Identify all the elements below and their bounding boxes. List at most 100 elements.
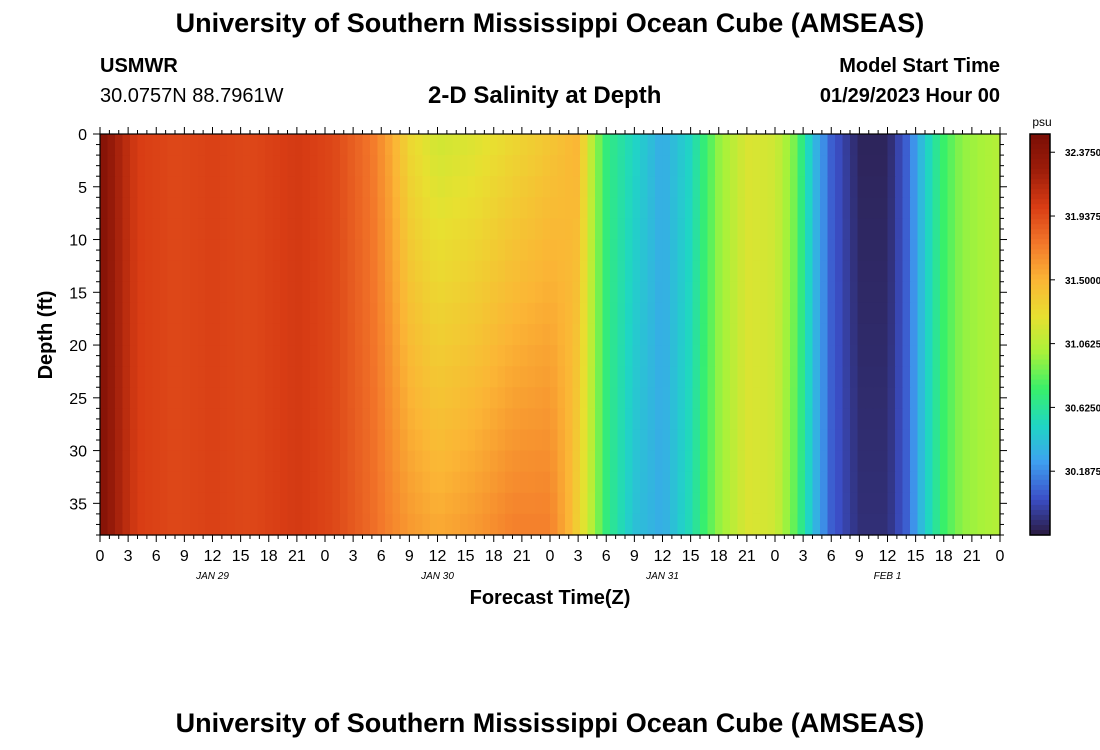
heat-cell bbox=[550, 366, 559, 388]
heat-cell bbox=[887, 408, 896, 431]
heat-cell bbox=[820, 323, 829, 346]
heat-cell bbox=[880, 408, 889, 431]
heat-cell bbox=[835, 302, 844, 325]
heat-cell bbox=[610, 366, 619, 388]
heat-cell bbox=[835, 345, 844, 367]
heat-cell bbox=[400, 281, 409, 304]
heat-cell bbox=[362, 197, 371, 220]
heat-cell bbox=[857, 450, 866, 473]
heat-cell bbox=[685, 323, 694, 346]
heat-cell bbox=[272, 176, 281, 198]
heat-cell bbox=[610, 450, 619, 473]
heat-cell bbox=[137, 513, 146, 536]
heat-cell bbox=[242, 345, 251, 367]
heat-cell bbox=[677, 281, 686, 304]
heat-cell bbox=[565, 323, 574, 346]
heat-cell bbox=[640, 366, 649, 388]
heat-cell bbox=[475, 366, 484, 388]
heat-cell bbox=[580, 366, 589, 388]
heat-cell bbox=[737, 176, 746, 198]
heat-cell bbox=[895, 366, 904, 388]
heat-cell bbox=[137, 323, 146, 346]
heat-cell bbox=[752, 471, 761, 494]
heat-cell bbox=[175, 302, 184, 325]
heat-cell bbox=[272, 450, 281, 473]
heat-cell bbox=[467, 408, 476, 431]
heat-cell bbox=[205, 218, 214, 241]
heat-cell bbox=[752, 429, 761, 452]
heat-cell bbox=[925, 513, 934, 536]
heat-cell bbox=[625, 492, 634, 515]
heat-cell bbox=[992, 429, 1001, 452]
heat-cell bbox=[460, 471, 469, 494]
heat-cell bbox=[805, 492, 814, 515]
heat-cell bbox=[385, 155, 394, 177]
heat-cell bbox=[910, 281, 919, 304]
heat-cell bbox=[962, 281, 971, 304]
heat-cell bbox=[790, 471, 799, 494]
colorbar-segment bbox=[1030, 194, 1050, 200]
heat-cell bbox=[850, 302, 859, 325]
heat-cell bbox=[512, 218, 521, 241]
heat-cell bbox=[197, 134, 206, 156]
heat-cell bbox=[392, 155, 401, 177]
heat-cell bbox=[865, 323, 874, 346]
heat-cell bbox=[302, 366, 311, 388]
heat-cell bbox=[910, 429, 919, 452]
heat-cell bbox=[917, 134, 926, 156]
heat-cell bbox=[670, 302, 679, 325]
heat-cell bbox=[962, 450, 971, 473]
heat-cell bbox=[977, 408, 986, 431]
heat-cell bbox=[242, 513, 251, 536]
heat-cell bbox=[257, 260, 266, 283]
colorbar-segment bbox=[1030, 369, 1050, 376]
heat-cell bbox=[295, 429, 304, 452]
heat-cell bbox=[647, 155, 656, 177]
colorbar-segment bbox=[1030, 244, 1050, 250]
heat-cell bbox=[490, 492, 499, 515]
heat-cell bbox=[887, 323, 896, 346]
heat-cell bbox=[377, 155, 386, 177]
heat-cell bbox=[827, 155, 836, 177]
heat-cell bbox=[572, 239, 581, 262]
heat-cell bbox=[385, 366, 394, 388]
heat-cell bbox=[812, 260, 821, 283]
heat-cell bbox=[857, 387, 866, 409]
heat-cell bbox=[542, 176, 551, 198]
heat-cell bbox=[347, 450, 356, 473]
heat-cell bbox=[392, 134, 401, 156]
heat-cell bbox=[235, 471, 244, 494]
heat-cell bbox=[287, 408, 296, 431]
colorbar-segment bbox=[1030, 434, 1050, 441]
heat-cell bbox=[617, 492, 626, 515]
heat-cell bbox=[812, 134, 821, 156]
heat-cell bbox=[130, 387, 139, 409]
heat-cell bbox=[565, 176, 574, 198]
heat-cell bbox=[647, 408, 656, 431]
heat-cell bbox=[347, 239, 356, 262]
heat-cell bbox=[385, 302, 394, 325]
heat-cell bbox=[272, 471, 281, 494]
heat-cell bbox=[295, 450, 304, 473]
heat-cell bbox=[782, 302, 791, 325]
heat-cell bbox=[175, 429, 184, 452]
heat-cell bbox=[377, 281, 386, 304]
heat-cell bbox=[445, 450, 454, 473]
heat-cell bbox=[797, 281, 806, 304]
heat-cell bbox=[775, 513, 784, 536]
heat-cell bbox=[850, 323, 859, 346]
heat-cell bbox=[257, 176, 266, 198]
heat-cell bbox=[115, 281, 124, 304]
heat-cell bbox=[692, 281, 701, 304]
heat-cell bbox=[655, 302, 664, 325]
heat-cell bbox=[527, 513, 536, 536]
heat-cell bbox=[662, 429, 671, 452]
heat-cell bbox=[640, 155, 649, 177]
heat-cell bbox=[835, 197, 844, 220]
y-axis-label: Depth (ft) bbox=[35, 291, 57, 380]
heat-cell bbox=[565, 218, 574, 241]
heat-cell bbox=[932, 408, 941, 431]
heat-cell bbox=[887, 134, 896, 156]
heat-cell bbox=[482, 513, 491, 536]
heat-cell bbox=[940, 302, 949, 325]
